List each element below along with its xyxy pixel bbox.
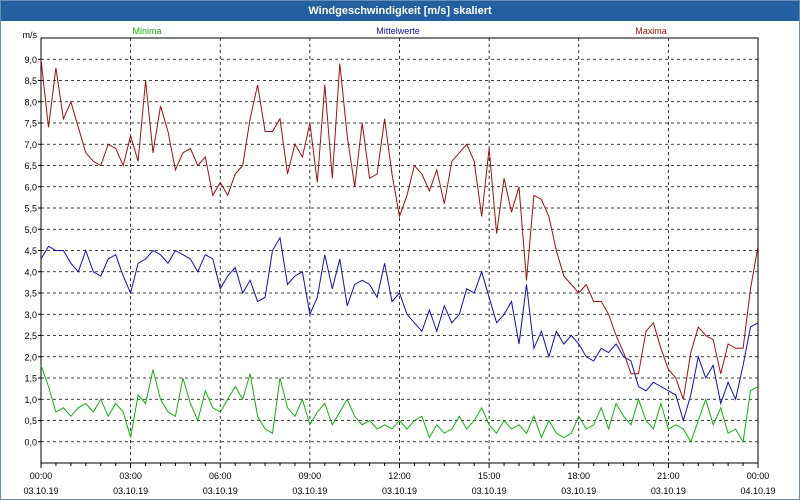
series-maxima-line [40, 59, 759, 400]
x-tick-time: 12:00 [388, 471, 411, 481]
y-tick-label: 0,0 [24, 437, 37, 447]
legend-minima: Minima [132, 26, 161, 36]
y-tick-label: 5,5 [24, 204, 37, 214]
chart-title: Windgeschwindigkeit [m/s] skaliert [308, 5, 492, 17]
series-lines [40, 59, 759, 444]
x-tick-time: 15:00 [478, 471, 501, 481]
series-mittelwerte-line [40, 236, 759, 423]
x-tick-time: 06:00 [209, 471, 232, 481]
y-tick-label: 3,5 [24, 289, 37, 299]
x-tick-date: 03.10.19 [561, 486, 596, 496]
legend: Minima Mittelwerte Maxima [132, 26, 666, 36]
y-tick-label: 6,5 [24, 161, 37, 171]
x-tick-date: 03.10.19 [203, 486, 238, 496]
x-tick-time: 03:00 [119, 471, 142, 481]
x-tick-date: 03.10.19 [472, 486, 507, 496]
y-tick-label: 5,0 [24, 225, 37, 235]
x-tick-time: 21:00 [657, 471, 680, 481]
legend-mittelwerte: Mittelwerte [376, 26, 420, 36]
y-tick-label: 0,5 [24, 416, 37, 426]
y-tick-label: 8,5 [24, 76, 37, 86]
y-tick-label: 4,0 [24, 267, 37, 277]
x-tick-date: 03.10.19 [113, 486, 148, 496]
x-tick-date: 03.10.19 [23, 486, 58, 496]
legend-maxima: Maxima [635, 26, 667, 36]
series-minima-line [40, 365, 759, 444]
x-tick-time: 00:00 [747, 471, 770, 481]
x-tick-date: 04.10.19 [740, 486, 775, 496]
y-tick-label: 8,0 [24, 97, 37, 107]
x-tick-time: 00:00 [30, 471, 53, 481]
y-tick-label: 3,0 [24, 310, 37, 320]
grid-lines [41, 38, 758, 463]
x-tick-time: 18:00 [567, 471, 590, 481]
y-tick-label: 2,5 [24, 331, 37, 341]
y-tick-label: 9,0 [24, 55, 37, 65]
y-tick-label: 6,0 [24, 182, 37, 192]
y-tick-label: 1,5 [24, 374, 37, 384]
y-tick-label: 2,0 [24, 352, 37, 362]
x-tick-time: 09:00 [299, 471, 322, 481]
x-tick-date: 03.10.19 [292, 486, 327, 496]
x-tick-date: 03.10.19 [382, 486, 417, 496]
y-axis: 0,0 0,5 1,0 1,5 2,0 2,5 3,0 3,5 4,0 4,5 5,0 5,5 6,0 6… [23, 30, 41, 447]
x-axis: 00:00 03.10.19 03:00 03.10.19 06:00 03.10.19 0… [23, 463, 776, 496]
title-bar: Windgeschwindigkeit [m/s] skaliert [1, 1, 799, 21]
y-tick-label: 4,5 [24, 246, 37, 256]
y-tick-label: 7,0 [24, 140, 37, 150]
x-tick-date: 03.10.19 [651, 486, 686, 496]
y-tick-label: 7,5 [24, 119, 37, 129]
y-axis-label: m/s [23, 30, 38, 40]
y-tick-label: 1,0 [24, 395, 37, 405]
